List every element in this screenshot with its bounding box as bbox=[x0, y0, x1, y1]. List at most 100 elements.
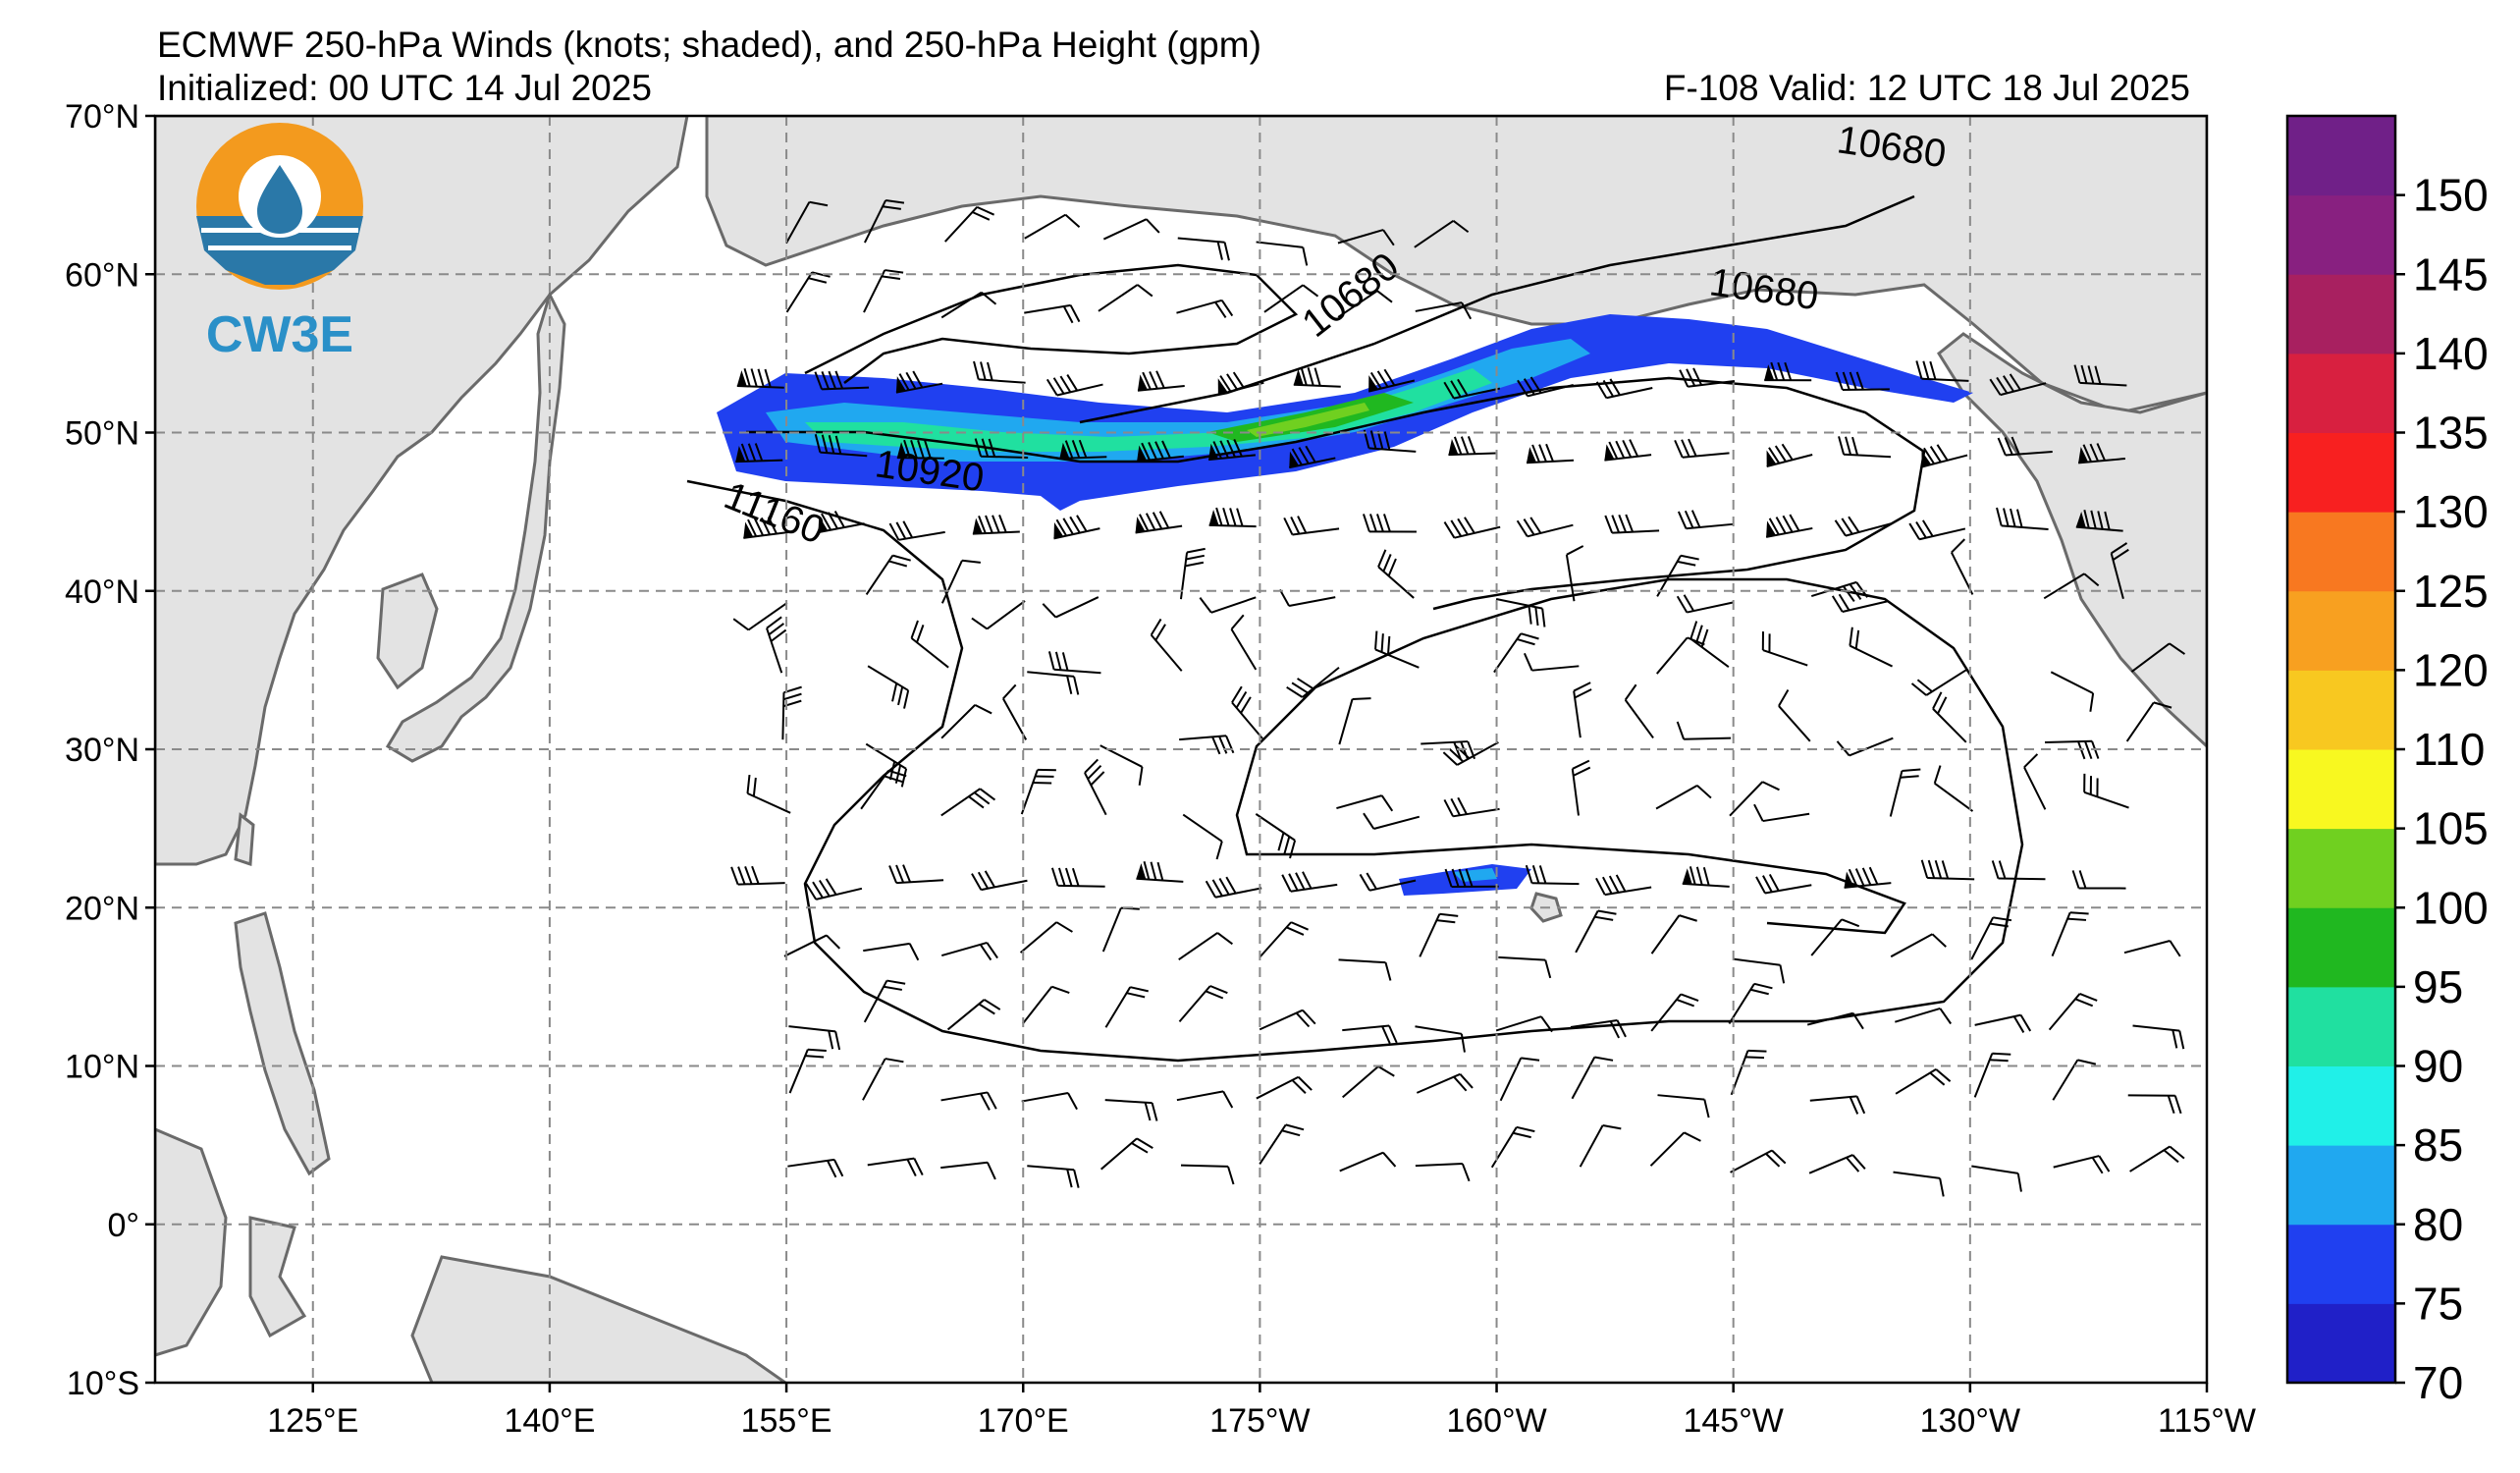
colorbar-label: 150 bbox=[2413, 170, 2489, 221]
colorbar: 70 75 80 85 90 95 100 105 110 120 125 130 135 140 145 1… bbox=[2285, 114, 2489, 1408]
japan-land bbox=[385, 290, 566, 763]
wind-barb bbox=[867, 1157, 924, 1177]
wind-barb bbox=[1104, 1099, 1158, 1121]
wind-barb bbox=[940, 941, 998, 961]
wind-barb bbox=[863, 199, 905, 244]
wind-barb bbox=[1650, 993, 1699, 1032]
colorbar-label: 95 bbox=[2413, 961, 2463, 1012]
wind-barb bbox=[1657, 1094, 1710, 1118]
wind-barb bbox=[1624, 683, 1654, 739]
wind-barb bbox=[1806, 1011, 1864, 1030]
wind-barb bbox=[1136, 861, 1184, 883]
wind-barb bbox=[1810, 580, 1868, 603]
wind-barb bbox=[1182, 813, 1223, 860]
wind-barb bbox=[1363, 812, 1421, 830]
wind-barb bbox=[1682, 866, 1730, 888]
wind-barb bbox=[1046, 374, 1103, 397]
lat-tick-label: 50°N bbox=[65, 415, 139, 453]
wind-barb bbox=[1575, 909, 1617, 954]
colorbar-swatch bbox=[2287, 1145, 2395, 1226]
wind-barb bbox=[2123, 940, 2181, 957]
wind-barb bbox=[2073, 364, 2127, 387]
wind-barb bbox=[1289, 445, 1336, 469]
wind-barb bbox=[1844, 866, 1892, 889]
colorbar-swatch bbox=[2287, 116, 2395, 196]
colorbar-label: 75 bbox=[2413, 1278, 2463, 1329]
wind-barb bbox=[973, 360, 1026, 384]
wind-barb bbox=[1208, 439, 1257, 462]
wind-barb bbox=[1971, 1165, 2022, 1192]
wind-barb bbox=[1677, 510, 1734, 530]
lat-tick-label: 10°N bbox=[65, 1049, 139, 1086]
colorbar-label: 125 bbox=[2413, 566, 2489, 617]
wind-barb bbox=[1259, 1123, 1305, 1165]
wind-barbs bbox=[730, 199, 2186, 1197]
jet-shading-90kt bbox=[805, 368, 1492, 452]
wind-barb bbox=[1374, 630, 1420, 669]
wind-barb bbox=[1570, 1018, 1627, 1039]
lon-tick-label: 175°W bbox=[1209, 1402, 1310, 1440]
wind-barb bbox=[1020, 768, 1056, 815]
wind-barb bbox=[1338, 697, 1371, 745]
wind-barb bbox=[1733, 957, 1786, 984]
wind-barb bbox=[1765, 514, 1813, 538]
colorbar-swatch bbox=[2287, 353, 2395, 433]
wind-barb bbox=[1915, 360, 1969, 382]
wind-barb bbox=[940, 291, 997, 319]
wind-barb bbox=[1970, 916, 2012, 960]
wind-barb bbox=[896, 439, 944, 460]
wind-barb bbox=[2127, 1094, 2182, 1115]
wind-barb bbox=[1571, 1056, 1614, 1100]
wind-barb bbox=[1176, 299, 1234, 319]
wind-barb bbox=[1415, 1163, 1471, 1182]
wind-barb bbox=[1764, 361, 1812, 382]
wind-barb bbox=[1256, 241, 1309, 266]
wind-barb bbox=[746, 774, 791, 814]
map-content: 10680 10680 10680 10920 11160 bbox=[155, 116, 2207, 1383]
cw3e-logo: CW3E bbox=[196, 123, 363, 363]
wind-barb bbox=[1517, 376, 1574, 398]
wind-barb bbox=[785, 200, 829, 245]
korea-land bbox=[376, 573, 439, 690]
wind-barb bbox=[1001, 683, 1028, 740]
wind-barb bbox=[2051, 911, 2089, 957]
taiwan-land bbox=[234, 812, 255, 867]
colorbar-label: 85 bbox=[2413, 1119, 2463, 1171]
wind-barb bbox=[1443, 517, 1501, 539]
wind-barb bbox=[1761, 631, 1808, 667]
lat-tick-label: 60°N bbox=[65, 256, 139, 294]
wind-barb bbox=[785, 271, 831, 313]
wind-barb bbox=[1834, 516, 1892, 537]
wind-barb bbox=[1443, 796, 1500, 818]
colorbar-label: 120 bbox=[2413, 644, 2489, 695]
wind-barb bbox=[1573, 682, 1592, 738]
height-contour-10680 bbox=[804, 263, 1299, 384]
wind-barb bbox=[1027, 1165, 1080, 1188]
wind-barb bbox=[1205, 876, 1262, 899]
wind-barb bbox=[732, 602, 788, 631]
height-contour-10680-north bbox=[1079, 194, 1915, 424]
wind-barb bbox=[1524, 652, 1580, 672]
wind-barb bbox=[863, 979, 906, 1023]
valid-time: F-108 Valid: 12 UTC 18 Jul 2025 bbox=[1663, 68, 2190, 108]
wind-barb bbox=[1920, 859, 1975, 881]
colorbar-swatch bbox=[2287, 432, 2395, 513]
lon-tick-label: 170°E bbox=[978, 1402, 1069, 1440]
colorbar-label: 70 bbox=[2413, 1357, 2463, 1408]
wind-barb bbox=[2053, 1155, 2111, 1174]
wind-barb bbox=[1849, 627, 1894, 668]
wind-barb bbox=[1444, 868, 1499, 889]
wind-barb bbox=[1135, 511, 1183, 534]
wind-barb bbox=[1416, 1072, 1474, 1094]
wind-barb bbox=[818, 510, 865, 534]
wind-barb bbox=[1753, 803, 1810, 823]
logo-text: CW3E bbox=[206, 306, 353, 363]
wind-barb bbox=[1339, 1151, 1397, 1173]
wind-barb bbox=[1415, 301, 1473, 320]
wind-barb bbox=[2048, 993, 2098, 1031]
wind-barb bbox=[1278, 588, 1336, 607]
wind-barb bbox=[1336, 794, 1394, 812]
wind-barb bbox=[1442, 741, 1499, 766]
wind-barb bbox=[1991, 860, 2046, 881]
